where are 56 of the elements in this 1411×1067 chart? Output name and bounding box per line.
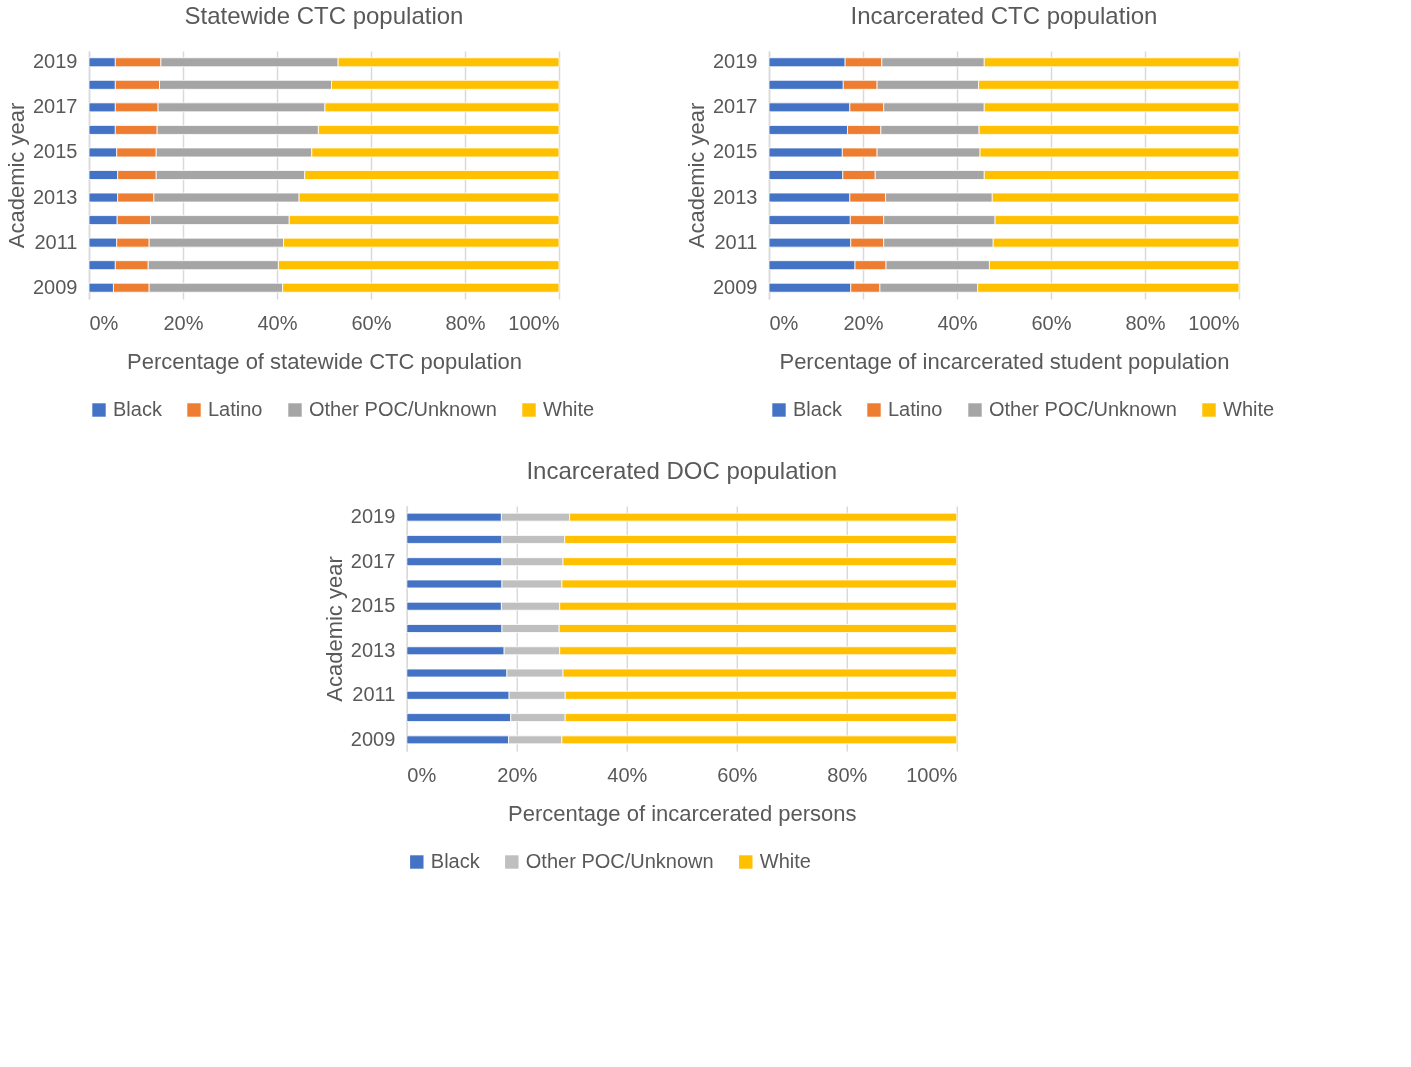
y-tick-label: 2009 — [33, 275, 78, 298]
y-tick-label: 2011 — [352, 683, 396, 706]
legend-label: Black — [430, 850, 481, 872]
chart-title: Statewide CTC population — [184, 2, 464, 29]
legend-label: Latino — [208, 398, 263, 420]
x-tick-label: 80% — [827, 763, 868, 786]
y-tick-label: 2011 — [34, 230, 78, 253]
x-tick-label: 20% — [163, 311, 204, 334]
y-tick-label: 2017 — [33, 95, 78, 118]
y-axis-title: Academic year — [4, 102, 30, 249]
y-tick-label: 2015 — [350, 594, 396, 617]
x-tick-label: 40% — [937, 311, 978, 334]
x-axis-title: Percentage of statewide CTC population — [126, 348, 523, 374]
x-tick-label: 100% — [906, 763, 958, 786]
x-tick-label: 60% — [351, 311, 392, 334]
y-tick-label: 2019 — [33, 50, 78, 73]
y-tick-label: 2013 — [713, 185, 758, 208]
y-axis-title: Academic year — [321, 556, 347, 702]
x-tick-label: 0% — [89, 311, 119, 334]
y-tick-label: 2009 — [350, 727, 396, 750]
x-tick-label: 60% — [1031, 311, 1072, 334]
legend-label: Black — [113, 398, 163, 420]
x-tick-label: 20% — [497, 763, 538, 786]
x-tick-label: 0% — [407, 763, 437, 786]
x-tick-label: 100% — [1188, 311, 1240, 334]
x-axis-title: Percentage of incarcerated persons — [508, 800, 857, 826]
x-axis-title: Percentage of incarcerated student population — [779, 348, 1230, 374]
legend-label: White — [759, 850, 811, 872]
x-tick-label: 100% — [508, 311, 560, 334]
y-tick-label: 2017 — [713, 95, 758, 118]
x-tick-label: 80% — [1125, 311, 1166, 334]
y-tick-label: 2017 — [350, 549, 396, 572]
chart-title: Incarcerated CTC population — [850, 2, 1158, 29]
legend-label: Other POC/Unknown — [309, 398, 497, 420]
y-tick-label: 2019 — [713, 50, 758, 73]
y-tick-label: 2013 — [33, 185, 78, 208]
x-tick-label: 40% — [257, 311, 298, 334]
chart-title: Incarcerated DOC population — [526, 457, 838, 484]
legend-label: White — [543, 398, 595, 420]
y-axis-title: Academic year — [684, 102, 710, 249]
legend-label: Other POC/Unknown — [525, 850, 714, 872]
legend-label: Other POC/Unknown — [989, 398, 1177, 420]
x-tick-label: 0% — [769, 311, 799, 334]
y-tick-label: 2009 — [713, 275, 758, 298]
y-tick-label: 2015 — [713, 140, 758, 163]
x-tick-label: 60% — [717, 763, 758, 786]
legend-label: Latino — [888, 398, 943, 420]
x-tick-label: 20% — [843, 311, 884, 334]
x-tick-label: 80% — [445, 311, 486, 334]
legend-label: Black — [793, 398, 843, 420]
y-tick-label: 2015 — [33, 140, 78, 163]
x-tick-label: 40% — [607, 763, 648, 786]
y-tick-label: 2013 — [350, 638, 396, 661]
y-tick-label: 2019 — [350, 505, 396, 528]
y-tick-label: 2011 — [714, 230, 758, 253]
legend-label: White — [1223, 398, 1275, 420]
